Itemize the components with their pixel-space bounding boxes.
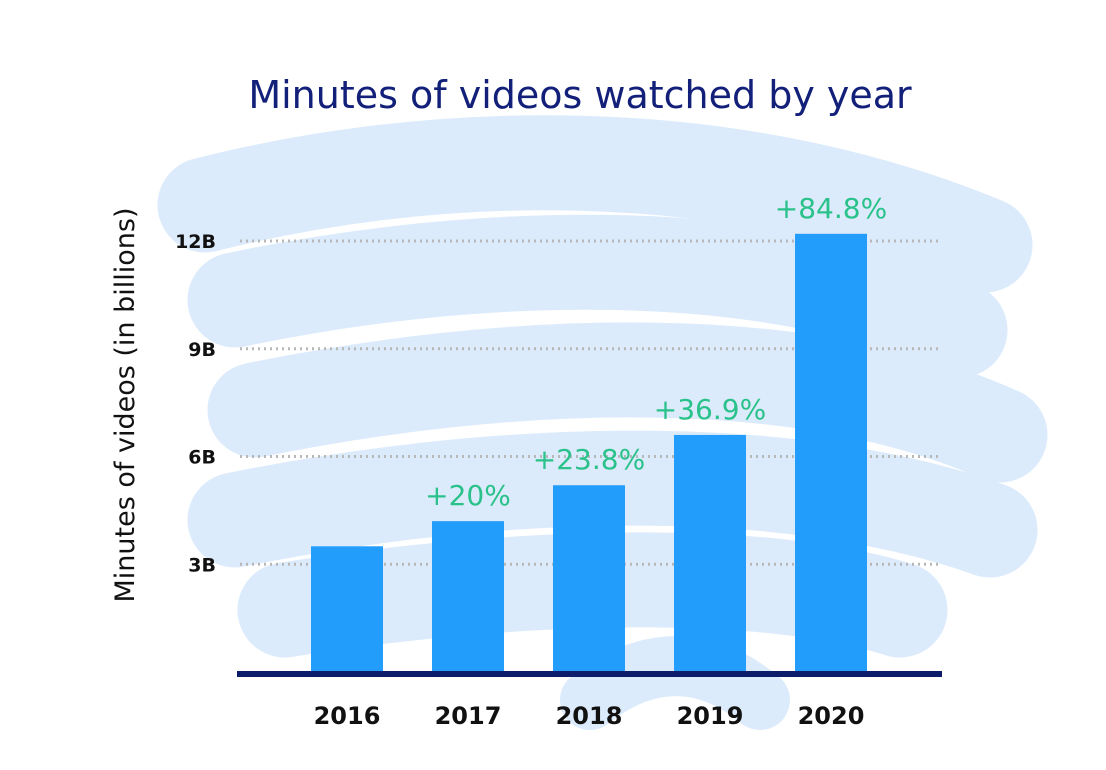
brush-stroke bbox=[207, 322, 1048, 483]
bar-2017 bbox=[432, 521, 504, 672]
growth-label: +36.9% bbox=[654, 393, 766, 426]
growth-label: +84.8% bbox=[775, 192, 887, 225]
y-tick-label: 12B bbox=[175, 231, 216, 253]
y-tick-label: 3B bbox=[188, 554, 216, 576]
bar-2019 bbox=[674, 434, 746, 672]
x-tick-label: 2018 bbox=[556, 702, 623, 730]
y-axis-label: Minutes of videos (in billions) bbox=[110, 208, 141, 603]
y-axis-ticks: 3B 6B 9B 12B bbox=[175, 231, 216, 576]
chart-title: Minutes of videos watched by year bbox=[248, 73, 912, 117]
brush-stroke bbox=[187, 430, 1038, 578]
growth-label: +20% bbox=[425, 479, 511, 512]
growth-labels: +20% +23.8% +36.9% +84.8% bbox=[425, 192, 887, 512]
x-tick-label: 2020 bbox=[798, 702, 865, 730]
brush-stroke bbox=[560, 636, 790, 730]
y-tick-label: 9B bbox=[188, 339, 216, 361]
bar-2018 bbox=[553, 485, 625, 672]
brush-stroke bbox=[157, 115, 1033, 293]
x-tick-label: 2016 bbox=[314, 702, 381, 730]
bar-2020 bbox=[795, 233, 867, 673]
x-tick-label: 2019 bbox=[677, 702, 744, 730]
y-tick-label: 6B bbox=[188, 447, 216, 469]
bars bbox=[311, 233, 867, 673]
growth-label: +23.8% bbox=[533, 443, 645, 476]
bar-2016 bbox=[311, 546, 383, 672]
brush-stroke bbox=[187, 214, 1008, 378]
x-axis-ticks: 2016 2017 2018 2019 2020 bbox=[314, 702, 865, 730]
x-tick-label: 2017 bbox=[435, 702, 502, 730]
